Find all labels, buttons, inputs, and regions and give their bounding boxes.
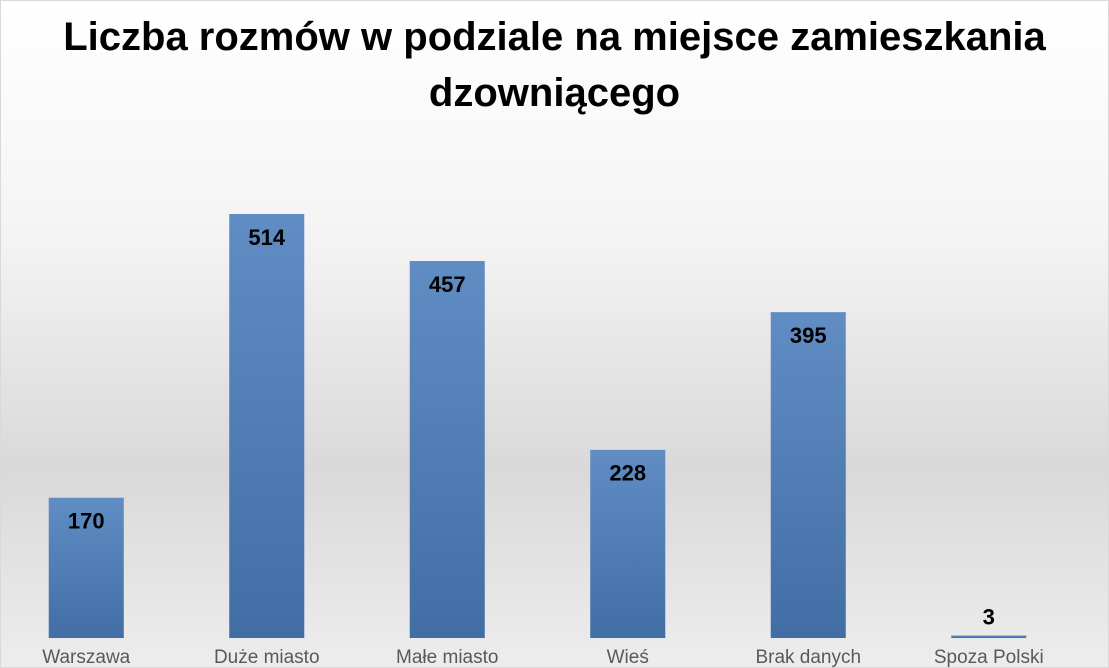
bar-shade	[48, 497, 124, 638]
x-tick-label: Wieś	[607, 647, 649, 667]
bar-shade	[229, 214, 305, 638]
data-label: 514	[248, 225, 285, 250]
x-tick-label: Spoza Polski	[934, 647, 1044, 667]
bar-shade	[770, 312, 846, 638]
data-label: 395	[790, 323, 827, 348]
bar-shade	[409, 261, 485, 638]
data-label: 170	[68, 509, 105, 534]
x-tick-label: Duże miasto	[214, 647, 320, 667]
x-tick-label: Małe miasto	[396, 647, 498, 667]
data-label: 228	[609, 461, 646, 486]
data-label: 457	[429, 272, 466, 297]
x-tick-label: Warszawa	[42, 647, 130, 667]
bar-shade	[951, 635, 1027, 638]
data-label: 3	[983, 604, 995, 629]
chart-title: Liczba rozmów w podziale na miejsce zami…	[63, 15, 1046, 115]
bar-shade	[590, 449, 666, 638]
x-tick-label: Brak danych	[755, 647, 861, 667]
